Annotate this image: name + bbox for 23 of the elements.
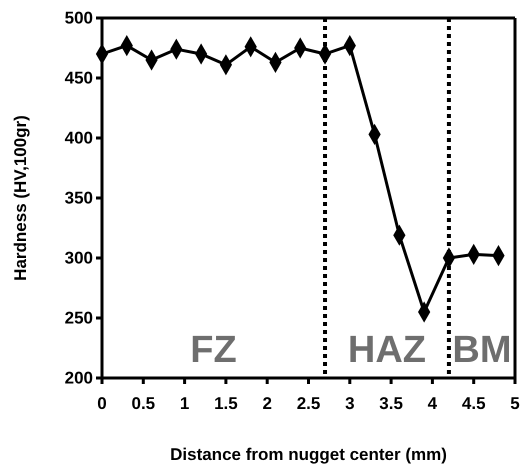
x-tick-label: 2 [262, 394, 272, 414]
x-tick-label: 1.5 [214, 394, 238, 414]
x-tick-label: 0 [97, 394, 107, 414]
y-tick-label: 500 [64, 8, 93, 28]
annotation: FZ [190, 329, 237, 372]
y-tick-label: 350 [64, 188, 93, 208]
x-axis-title: Distance from nugget center (mm) [170, 445, 447, 464]
x-tick-label: 3.5 [379, 394, 403, 414]
annotation: HAZ [348, 329, 426, 372]
x-tick-label: 4 [428, 394, 438, 414]
x-tick-label: 1 [180, 394, 190, 414]
y-tick-label: 300 [64, 248, 93, 268]
x-tick-label: 2.5 [296, 394, 320, 414]
x-tick-label: 0.5 [131, 394, 156, 414]
x-tick-label: 4.5 [462, 394, 486, 414]
y-axis-title: Hardness (HV,100gr) [11, 115, 30, 281]
y-tick-label: 200 [64, 368, 93, 388]
y-tick-label: 250 [64, 308, 93, 328]
x-tick-label: 5 [510, 394, 520, 414]
annotation: BM [452, 329, 512, 372]
y-tick-label: 450 [64, 68, 93, 88]
y-tick-label: 400 [64, 128, 93, 148]
x-tick-label: 3 [345, 394, 355, 414]
